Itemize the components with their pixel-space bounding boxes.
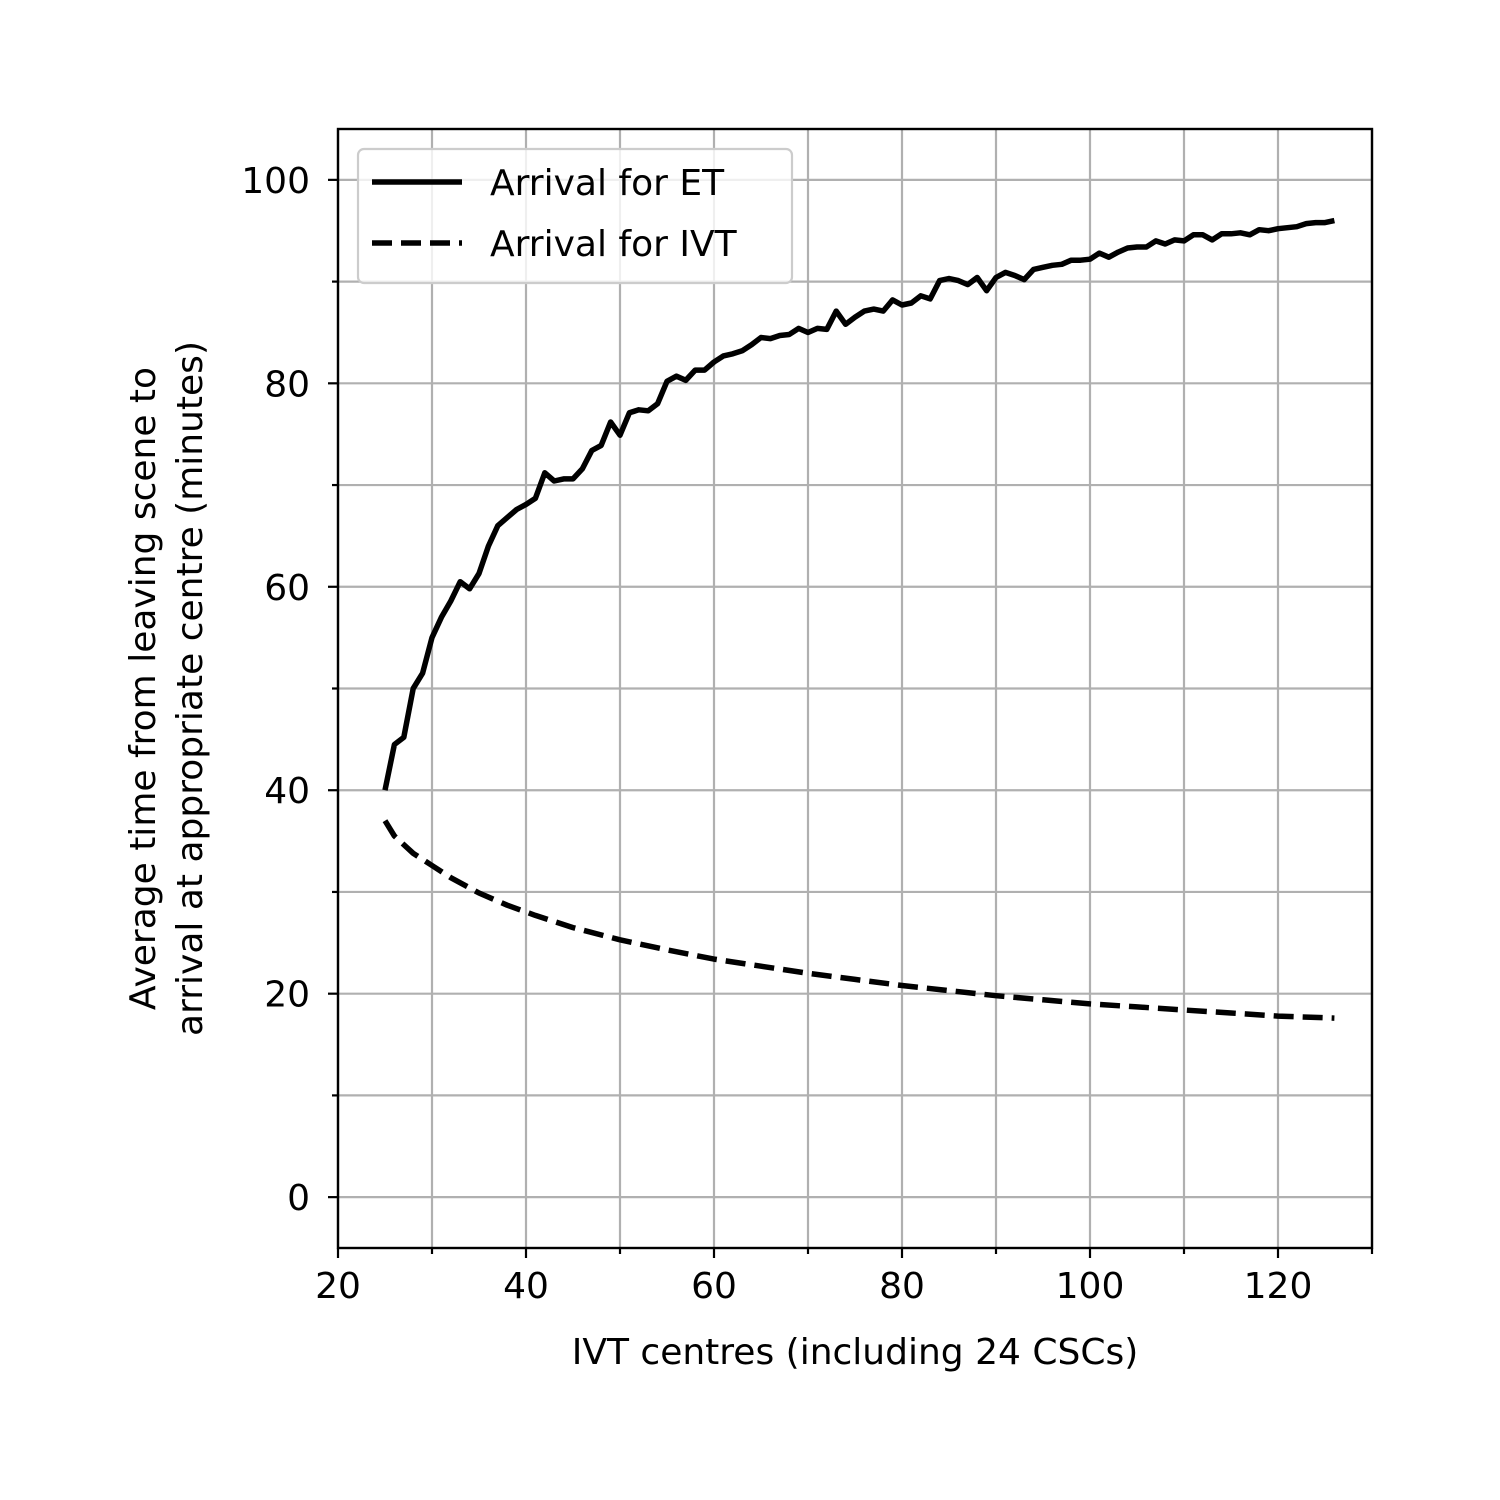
y-axis-label-line-1: Average time from leaving scene to: [123, 367, 164, 1010]
tick-labels: 20 40 60 80 100 120 0 20 40 60 80 100: [241, 161, 1312, 1307]
y-tick-label: 100: [241, 161, 310, 202]
y-tick-label: 40: [264, 771, 310, 812]
y-tick-label: 60: [264, 568, 310, 609]
series-line-arrival-for-et: [382, 217, 1335, 791]
legend: Arrival for ET Arrival for IVT: [356, 147, 794, 285]
data-series: [382, 217, 1335, 1021]
x-tick-label: 80: [879, 1266, 925, 1307]
axis-ticks: [328, 178, 1374, 1258]
legend-box: [356, 147, 794, 285]
legend-label-arrival-for-ivt: Arrival for IVT: [490, 224, 738, 265]
x-tick-label: 40: [503, 1266, 549, 1307]
y-tick-label: 80: [264, 364, 310, 405]
x-tick-label: 20: [315, 1266, 361, 1307]
y-tick-label: 0: [287, 1178, 310, 1219]
x-tick-label: 60: [691, 1266, 737, 1307]
y-axis-label: Average time from leaving scene to arriv…: [123, 341, 211, 1036]
x-tick-label: 120: [1244, 1266, 1313, 1307]
x-tick-label: 100: [1056, 1266, 1125, 1307]
y-axis-label-line-2: arrival at appropriate centre (minutes): [170, 341, 211, 1036]
plot-frame: [336, 127, 1374, 1250]
legend-label-arrival-for-et: Arrival for ET: [490, 163, 725, 204]
series-line-arrival-for-ivt: [382, 819, 1335, 1021]
x-axis-label: IVT centres (including 24 CSCs): [572, 1332, 1139, 1373]
grid-lines: [336, 129, 1374, 1248]
y-tick-label: 20: [264, 975, 310, 1016]
